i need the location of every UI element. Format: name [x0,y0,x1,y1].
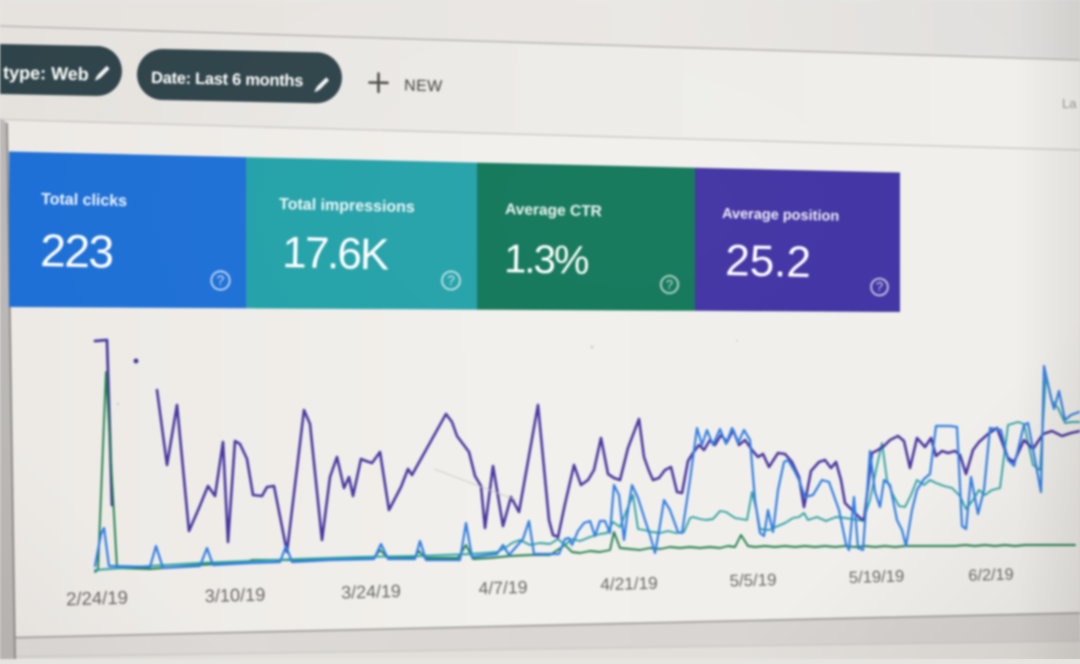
svg-text:Average CTR: Average CTR [505,201,602,220]
svg-text:Total clicks: Total clicks [41,191,127,210]
svg-text:2/24/19: 2/24/19 [66,587,128,610]
svg-text:Date: Last 6 months: Date: Last 6 months [151,69,303,90]
svg-text:NEW: NEW [404,78,443,96]
svg-text:25.2: 25.2 [725,236,812,287]
svg-text:1.3%: 1.3% [504,237,590,283]
svg-text:La: La [1062,96,1077,111]
svg-text:3/24/19: 3/24/19 [341,581,401,603]
svg-text:5/5/19: 5/5/19 [729,570,776,590]
svg-text:17.6K: 17.6K [282,228,390,279]
svg-text:?: ? [217,273,225,288]
svg-text:Total impressions: Total impressions [279,196,415,216]
svg-text:Average position: Average position [722,206,839,225]
svg-text:?: ? [876,280,883,294]
svg-text:4/7/19: 4/7/19 [478,577,527,598]
svg-text:4/21/19: 4/21/19 [600,573,658,595]
svg-text:?: ? [666,277,673,292]
svg-text:5/19/19: 5/19/19 [849,567,905,588]
svg-text:type: Web: type: Web [3,63,89,85]
svg-text:6/2/19: 6/2/19 [968,566,1014,585]
svg-text:?: ? [447,273,455,288]
svg-text:3/10/19: 3/10/19 [204,585,265,607]
svg-text:223: 223 [40,224,113,278]
